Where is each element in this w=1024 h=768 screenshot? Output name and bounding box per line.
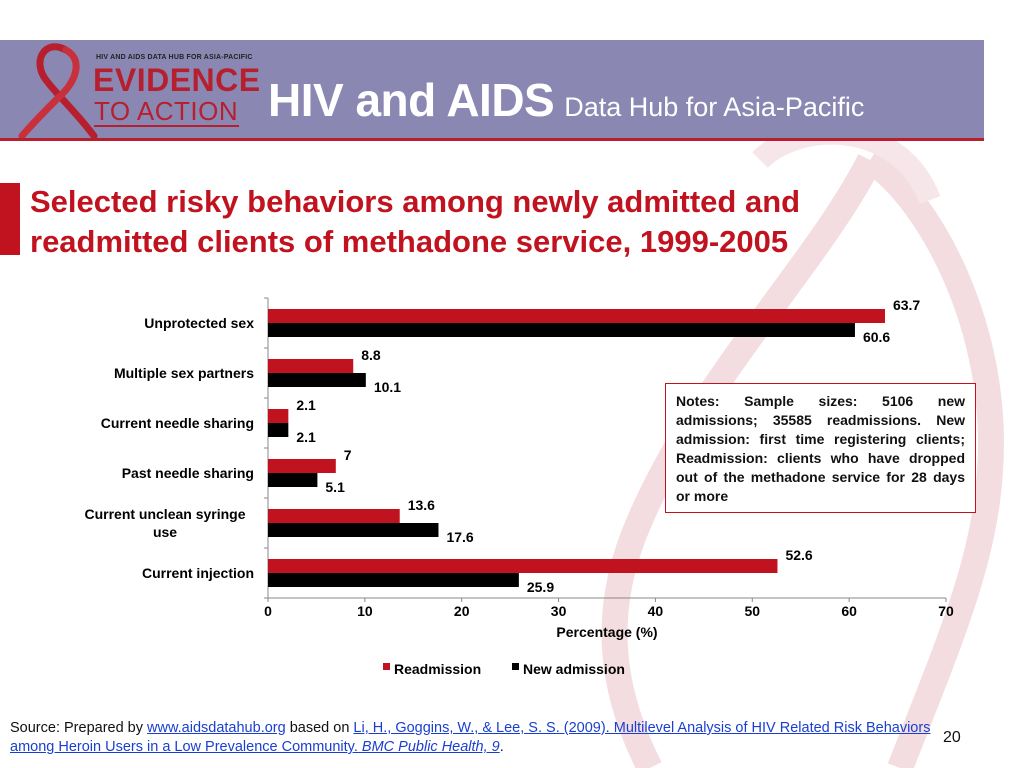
notes-box: Notes: Sample sizes: 5106 new admissions… xyxy=(665,383,976,513)
data-label: 17.6 xyxy=(446,529,473,545)
category-label: Past needle sharing xyxy=(122,465,254,481)
data-label: 2.1 xyxy=(296,397,316,413)
data-label: 10.1 xyxy=(374,379,401,395)
ribbon-logo-icon xyxy=(18,43,98,138)
data-label: 13.6 xyxy=(408,497,435,513)
logo-evidence: EVIDENCE xyxy=(93,62,261,98)
header-title-sub: Data Hub for Asia-Pacific xyxy=(564,92,865,122)
bar-readmission xyxy=(268,309,885,323)
logo-underline xyxy=(94,125,239,127)
legend-label: New admission xyxy=(523,661,625,677)
bar-readmission xyxy=(268,509,400,523)
legend-label: Readmission xyxy=(394,661,481,677)
source-prefix: Source: Prepared by xyxy=(10,720,148,736)
title-accent-bar xyxy=(0,183,20,255)
data-label: 2.1 xyxy=(296,429,316,445)
page-number: 20 xyxy=(943,729,961,746)
category-label: Unprotected sex xyxy=(144,315,254,331)
bar-new-admission xyxy=(268,523,439,537)
x-tick-label: 10 xyxy=(357,603,373,619)
source-reference-text: Li, H., Goggins, W., & Lee, S. S. (2009)… xyxy=(10,720,931,755)
source-middle: based on xyxy=(285,720,354,736)
data-label: 5.1 xyxy=(325,479,345,495)
bar-chart: 0 10 20 30 40 50 60 70 Percentage (%) Unprotected… xyxy=(84,297,954,677)
bar-readmission xyxy=(268,459,336,473)
header-title: HIV and AIDS Data Hub for Asia-Pacific xyxy=(268,73,864,127)
header-title-main: HIV and AIDS xyxy=(268,74,555,126)
bar-new-admission xyxy=(268,423,289,437)
x-tick-label: 0 xyxy=(264,603,272,619)
data-label: 52.6 xyxy=(785,547,812,563)
logo-tagline: HIV AND AIDS DATA HUB FOR ASIA-PACIFIC xyxy=(96,54,253,61)
bar-readmission xyxy=(268,409,289,423)
bar-readmission xyxy=(268,359,354,373)
category-label: use xyxy=(153,524,177,540)
logo-to-action: TO ACTION xyxy=(94,96,239,126)
source-suffix: . xyxy=(499,739,504,755)
data-label: 7 xyxy=(344,447,352,463)
category-label: Current unclean syringe xyxy=(84,506,245,522)
bar-readmission xyxy=(268,559,778,573)
category-label: Current injection xyxy=(142,565,254,581)
bar-new-admission xyxy=(268,373,366,387)
bar-new-admission xyxy=(268,473,318,487)
x-tick-label: 30 xyxy=(551,603,567,619)
header-banner: HIV AND AIDS DATA HUB FOR ASIA-PACIFIC E… xyxy=(0,40,984,141)
category-label: Current needle sharing xyxy=(101,415,254,431)
x-tick-label: 60 xyxy=(841,603,857,619)
category-label: Multiple sex partners xyxy=(114,365,254,381)
data-label: 63.7 xyxy=(893,297,920,313)
bar-new-admission xyxy=(268,573,519,587)
legend-swatch xyxy=(512,663,519,670)
data-label: 25.9 xyxy=(527,579,554,595)
data-label: 8.8 xyxy=(361,347,381,363)
logo: HIV AND AIDS DATA HUB FOR ASIA-PACIFIC E… xyxy=(14,42,260,138)
source-citation: Source: Prepared by www.aidsdatahub.org … xyxy=(10,719,940,757)
x-tick-label: 70 xyxy=(938,603,954,619)
legend-swatch xyxy=(383,663,390,670)
slide-title-line1: Selected risky behaviors among newly adm… xyxy=(30,184,801,219)
x-tick-label: 20 xyxy=(454,603,470,619)
data-label: 60.6 xyxy=(863,329,890,345)
slide-title: Selected risky behaviors among newly adm… xyxy=(30,182,910,262)
source-link-aidsdatahub[interactable]: www.aidsdatahub.org xyxy=(147,720,286,736)
x-tick-label: 40 xyxy=(648,603,664,619)
slide-title-line2: readmitted clients of methadone service,… xyxy=(30,224,789,259)
source-link-reference[interactable]: Li, H., Goggins, W., & Lee, S. S. (2009)… xyxy=(10,720,930,755)
x-axis-label: Percentage (%) xyxy=(556,624,657,640)
source-journal: BMC Public Health, 9 xyxy=(361,739,500,755)
x-tick-label: 50 xyxy=(744,603,760,619)
bar-new-admission xyxy=(268,323,855,337)
